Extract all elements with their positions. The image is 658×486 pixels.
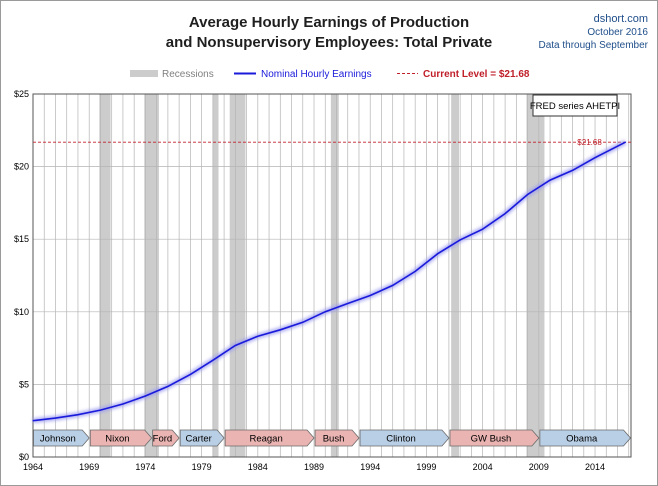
recession-band: [330, 94, 339, 457]
current-level-value-label: $21.68: [577, 138, 602, 147]
series-point: [122, 403, 124, 405]
series-layer: [32, 139, 627, 424]
series-point: [189, 373, 191, 375]
series-point: [347, 302, 349, 305]
legend-recession-swatch: [130, 70, 158, 77]
president-timeline: Johnson Nixon Ford Carter Reagan Bush Clinton G…: [33, 429, 632, 447]
series-point: [459, 239, 461, 241]
president-bar: [314, 429, 360, 447]
recession-band: [99, 94, 111, 457]
series-point: [54, 417, 57, 419]
chart-title-line-1: Average Hourly Earnings of Production: [188, 14, 470, 31]
x-tick-label: 1974: [135, 462, 155, 472]
recession-band: [144, 94, 159, 457]
series-point: [302, 321, 304, 323]
y-tick-label: $10: [14, 307, 29, 317]
president-bar: [449, 429, 540, 447]
series-point: [77, 414, 79, 416]
president-label: Ford: [153, 434, 173, 445]
president-bar: [539, 429, 632, 447]
president-bar: [179, 429, 225, 447]
president-bar: [224, 429, 315, 447]
x-axis-ticks: 1964 1969 1974 1979 1984 1989 1994 1999 2004 2009…: [23, 462, 605, 472]
y-axis-ticks: $0 $5 $10 $15 $20 $25: [14, 89, 29, 462]
president-bar: [33, 429, 90, 447]
recession-bands: [99, 94, 545, 457]
legend-recessions-label: Recessions: [162, 69, 214, 80]
recession-band: [451, 94, 460, 457]
series-point: [571, 169, 574, 171]
series-point: [369, 294, 371, 297]
series-point: [624, 141, 626, 143]
y-tick-label: $20: [14, 162, 29, 172]
x-tick-label: 1989: [304, 462, 324, 472]
x-tick-label: 1999: [416, 462, 436, 472]
source-label: dshort.com: [593, 13, 648, 25]
president-label: Carter: [185, 434, 211, 445]
recession-band: [526, 94, 545, 457]
president-label: Obama: [566, 434, 598, 445]
president-bar: [359, 429, 450, 447]
legend-current-level-label: Current Level = $21.68: [423, 69, 530, 80]
legend-series-label: Nominal Hourly Earnings: [261, 69, 372, 80]
series-point: [257, 335, 259, 337]
series-point: [167, 385, 169, 388]
y-tick-label: $25: [14, 89, 29, 99]
data-through-label: Data through September: [538, 40, 648, 51]
fred-series-label: FRED series AHETPI: [530, 101, 620, 112]
chart-title-line-2: and Nonsupervisory Employees: Total Priv…: [165, 34, 493, 51]
x-tick-label: 1964: [23, 462, 43, 472]
y-tick-label: $0: [19, 452, 29, 462]
president-bar: [152, 429, 180, 447]
x-tick-label: 1984: [248, 462, 268, 472]
series-point: [437, 253, 439, 255]
series-point: [526, 193, 529, 196]
series-point: [234, 344, 236, 347]
president-label: Nixon: [105, 434, 129, 445]
x-tick-label: 1969: [79, 462, 99, 472]
series-point: [32, 420, 34, 422]
y-tick-label: $5: [19, 379, 29, 389]
date-label: October 2016: [587, 27, 648, 38]
plot-area-border: [32, 93, 632, 458]
x-tick-label: 2009: [529, 462, 549, 472]
president-label: Clinton: [386, 434, 416, 445]
series-point: [324, 311, 326, 313]
series-point: [212, 359, 214, 361]
president-label: GW Bush: [471, 434, 512, 445]
president-label: Bush: [323, 434, 345, 445]
series-point: [144, 395, 147, 397]
x-tick-label: 2014: [585, 462, 605, 472]
series-point: [482, 228, 484, 230]
x-tick-label: 1994: [360, 462, 380, 472]
series-point: [414, 270, 416, 273]
x-tick-label: 2004: [473, 462, 493, 472]
president-bar: [89, 429, 153, 447]
series-point: [549, 179, 551, 181]
president-label: Reagan: [249, 434, 282, 445]
y-tick-label: $15: [14, 234, 29, 244]
series-point: [504, 213, 506, 215]
series-point: [279, 329, 281, 331]
series-point: [392, 284, 394, 286]
recession-band: [212, 94, 219, 457]
series-point: [594, 157, 596, 159]
recession-band: [229, 94, 246, 457]
fred-series-box: [532, 94, 618, 117]
fred-series-note: FRED series AHETPI: [530, 94, 620, 117]
president-label: Johnson: [40, 434, 76, 445]
series-point: [99, 409, 102, 411]
x-tick-label: 1979: [192, 462, 212, 472]
legend: Recessions Nominal Hourly Earnings Curre…: [130, 69, 530, 80]
